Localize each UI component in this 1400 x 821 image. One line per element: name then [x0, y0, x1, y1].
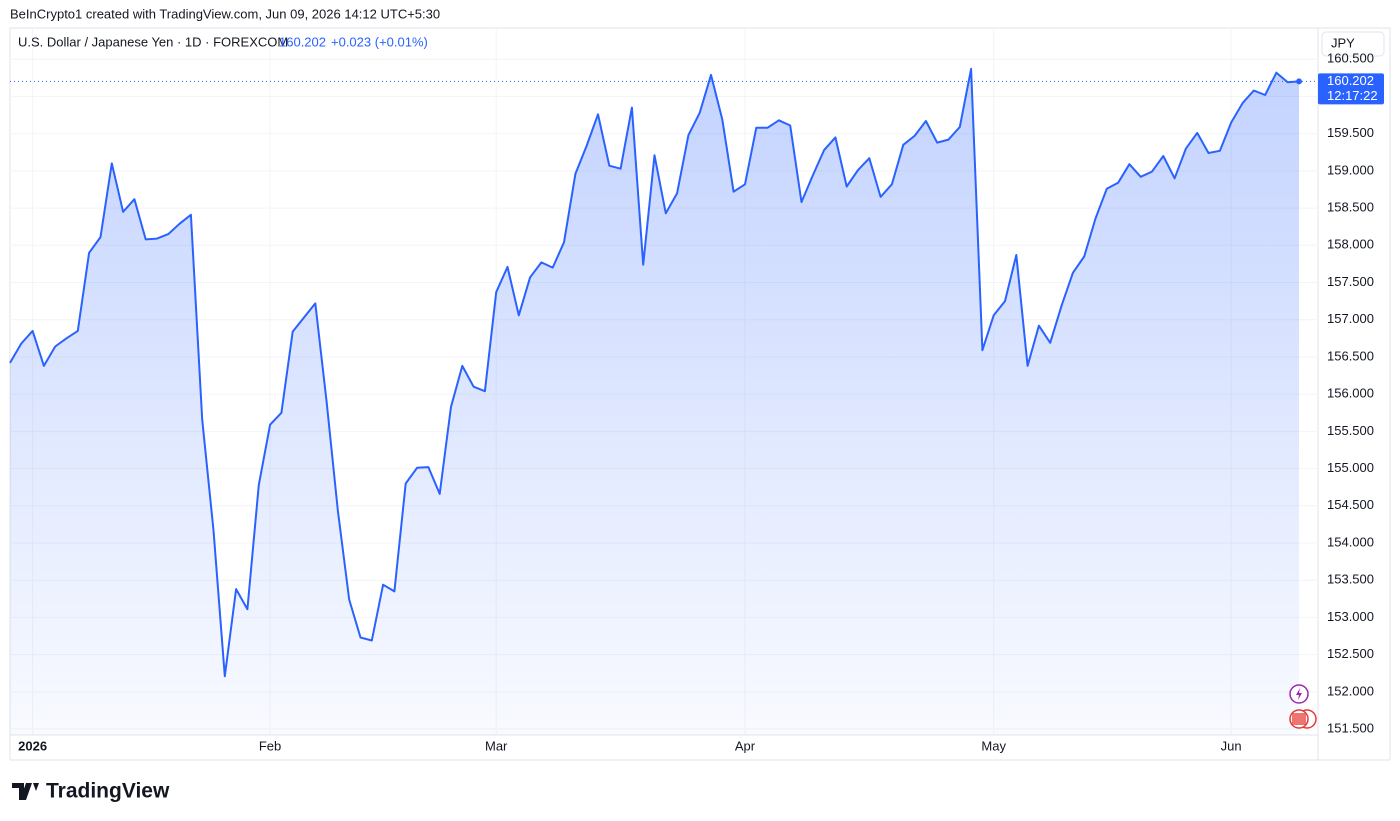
x-tick-label: Jun	[1221, 738, 1242, 753]
symbol: U.S. Dollar / Japanese Yen · 1D · FOREXC…	[18, 34, 288, 49]
x-tick-label: Apr	[735, 738, 756, 753]
y-tick-label: 153.000	[1327, 609, 1374, 624]
y-tick-label: 156.500	[1327, 348, 1374, 363]
currency[interactable]: JPY	[1331, 35, 1355, 50]
y-tick-label: 158.500	[1327, 200, 1374, 215]
y-tick-label: 159.500	[1327, 125, 1374, 140]
y-tick-label: 157.000	[1327, 311, 1374, 326]
y-tick-label: 160.500	[1327, 51, 1374, 66]
y-tick-label: 159.000	[1327, 162, 1374, 177]
countdown: 12:17:22	[1327, 88, 1378, 103]
x-axis: 2026 Feb Mar Apr May Jun	[18, 738, 1241, 753]
area-fill	[10, 68, 1299, 735]
y-tick-label: 157.500	[1327, 274, 1374, 289]
logo-mark	[12, 783, 39, 800]
y-tick-label: 151.500	[1327, 720, 1374, 735]
y-tick-label: 155.000	[1327, 460, 1374, 475]
event-icon-bolt	[1296, 688, 1302, 700]
y-tick-label: 152.000	[1327, 683, 1374, 698]
y-tick-label: 154.000	[1327, 534, 1374, 549]
y-tick-label: 154.500	[1327, 497, 1374, 512]
x-tick-label: May	[981, 738, 1006, 753]
x-tick-label: 2026	[18, 738, 47, 753]
y-tick-label: 155.500	[1327, 423, 1374, 438]
y-tick-label: 152.500	[1327, 646, 1374, 661]
last-price-tag-box	[1318, 73, 1384, 105]
y-tick-label: 156.000	[1327, 386, 1374, 401]
y-axis: 151.500 152.000 152.500 153.000 153.500 154.0…	[1327, 51, 1374, 736]
x-tick-label: Feb	[259, 738, 281, 753]
price: 160.202	[279, 34, 326, 49]
y-tick-label: 158.000	[1327, 237, 1374, 252]
flag-icon	[1292, 713, 1306, 725]
attribution: BeInCrypto1 created with TradingView.com…	[10, 6, 440, 21]
price-line	[9, 67, 1300, 678]
x-tick-label: Mar	[485, 738, 508, 753]
change: +0.023 (+0.01%)	[331, 34, 428, 49]
last-point	[1296, 78, 1302, 85]
last-price-label: 160.202	[1327, 73, 1374, 88]
y-tick-label: 153.500	[1327, 572, 1374, 587]
plot	[9, 67, 1318, 735]
currency-box[interactable]	[1321, 31, 1385, 57]
brand: TradingView	[46, 780, 170, 803]
